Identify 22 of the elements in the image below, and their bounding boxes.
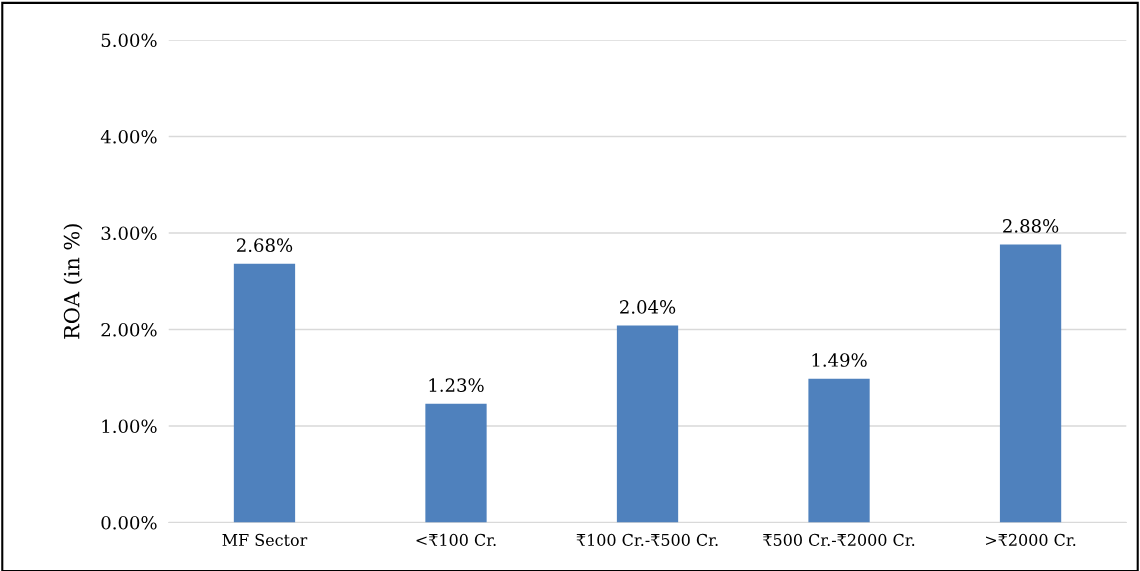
bar (425, 403, 487, 523)
bar (999, 244, 1062, 523)
x-tick-label: ₹100 Cr.-₹500 Cr. (576, 533, 718, 546)
x-tick-label: >₹2000 Cr. (986, 533, 1076, 546)
bar (616, 325, 679, 523)
bar (808, 378, 870, 523)
data-label: 2.04% (620, 300, 676, 314)
y-tick-label: 0.00% (101, 515, 157, 530)
y-tick-label: 2.00% (101, 322, 157, 337)
y-tick-label: 5.00% (101, 33, 157, 48)
y-tick-label: 1.00% (102, 419, 157, 434)
data-label: 2.88% (1003, 219, 1059, 233)
x-tick-label: MF Sector (222, 533, 308, 546)
data-label: 2.68% (237, 238, 293, 253)
data-label: 1.23% (429, 378, 484, 392)
y-tick-label: 4.00% (100, 129, 157, 144)
y-axis-title: ROA (in %) (63, 224, 83, 339)
y-tick-label: 3.00% (101, 226, 157, 241)
x-tick-label: <₹100 Cr. (416, 533, 496, 546)
x-tick-label: ₹500 Cr.-₹2000 Cr. (763, 533, 915, 546)
bar (233, 263, 296, 523)
data-label: 1.49% (812, 353, 867, 367)
